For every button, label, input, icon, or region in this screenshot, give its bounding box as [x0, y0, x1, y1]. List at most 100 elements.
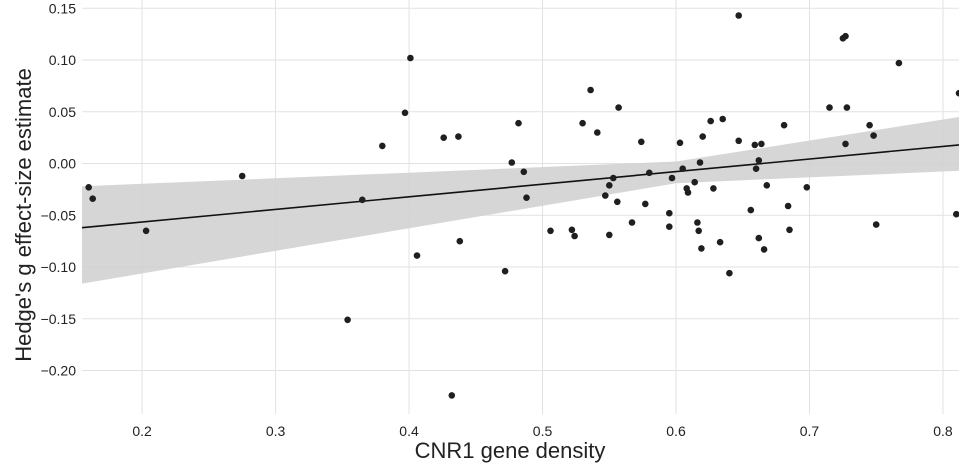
y-tick-labels: 0.15 0.10 0.05 0.00 −0.05 −0.10 −0.15 −0.20 [41, 0, 77, 378]
data-point [407, 54, 414, 62]
data-point [523, 194, 530, 201]
data-point [642, 200, 649, 208]
data-point [735, 12, 742, 19]
data-point [646, 169, 653, 177]
data-point [780, 121, 788, 129]
data-point [710, 185, 717, 192]
x-axis-title: CNR1 gene density [415, 438, 606, 463]
data-point [666, 209, 673, 217]
data-point [955, 89, 959, 97]
y-tick-label: −0.10 [41, 259, 77, 275]
x-tick-label: 0.7 [800, 423, 820, 439]
data-point [628, 219, 636, 226]
data-point [866, 121, 873, 129]
data-point [666, 223, 673, 230]
data-point [870, 132, 877, 139]
data-point [602, 192, 609, 199]
data-point [568, 226, 576, 234]
data-point [606, 182, 613, 189]
data-point [547, 227, 554, 235]
data-point [691, 178, 698, 186]
data-point [379, 142, 386, 150]
data-point [615, 104, 622, 111]
y-axis-title: Hedge's g effect-size estimate [11, 68, 36, 362]
data-point [579, 119, 586, 127]
data-point [763, 182, 771, 189]
data-point [751, 141, 759, 149]
x-tick-label: 0.5 [533, 423, 553, 439]
data-point [707, 117, 714, 125]
data-point [695, 227, 702, 235]
data-point [587, 86, 594, 94]
x-tick-label: 0.8 [933, 423, 953, 439]
data-point [448, 392, 456, 399]
data-point [755, 234, 763, 242]
x-tick-label: 0.4 [399, 423, 419, 439]
data-point [501, 267, 509, 275]
data-point [610, 174, 617, 182]
data-point [594, 129, 601, 136]
data-point [872, 221, 880, 228]
data-point [716, 238, 724, 246]
y-tick-label: −0.05 [41, 207, 77, 223]
data-point [803, 184, 811, 191]
data-point [726, 269, 733, 277]
data-point [699, 133, 706, 140]
y-tick-label: 0.00 [49, 156, 76, 172]
data-point [747, 206, 755, 214]
data-point [413, 252, 421, 259]
data-point [698, 245, 705, 252]
regression-line [81, 144, 959, 229]
x-tick-label: 0.6 [666, 423, 686, 439]
data-point [953, 210, 959, 218]
data-point [85, 184, 92, 191]
data-point [843, 104, 851, 111]
data-point [456, 237, 464, 245]
data-point [786, 226, 793, 234]
data-point [440, 134, 448, 141]
data-point [238, 172, 246, 180]
data-point [755, 157, 763, 164]
data-point [784, 202, 792, 210]
x-tick-label: 0.3 [266, 423, 286, 439]
data-point [508, 159, 516, 166]
data-point [344, 316, 351, 324]
confidence-band-layer [82, 117, 959, 284]
data-point [638, 138, 645, 146]
data-point [895, 59, 903, 67]
data-point [719, 115, 726, 123]
data-point [676, 139, 684, 147]
data-point [359, 196, 366, 204]
x-tick-labels: 0.2 0.3 0.4 0.5 0.6 0.7 0.8 [132, 423, 953, 439]
data-point [842, 32, 849, 40]
data-points [85, 12, 959, 399]
y-tick-label: 0.15 [49, 0, 76, 16]
data-point [401, 109, 409, 117]
y-tick-label: −0.20 [41, 363, 77, 379]
x-tick-label: 0.2 [132, 423, 152, 439]
data-point [758, 140, 765, 148]
data-point [696, 159, 704, 166]
data-point [694, 219, 701, 226]
data-point [89, 195, 96, 202]
regression-line-layer [81, 144, 959, 229]
data-point [142, 227, 150, 235]
data-point [684, 189, 692, 196]
data-point [679, 165, 686, 172]
data-point [752, 165, 760, 172]
data-point [826, 104, 833, 111]
data-point [614, 198, 621, 206]
data-point [520, 168, 528, 176]
y-tick-label: 0.05 [49, 104, 76, 120]
data-point [735, 137, 742, 145]
y-tick-label: 0.10 [49, 52, 76, 68]
data-point [668, 174, 676, 182]
y-tick-label: −0.15 [41, 311, 77, 327]
data-point [455, 133, 462, 140]
data-point [571, 232, 578, 240]
data-point [606, 231, 613, 239]
confidence-band [82, 117, 959, 284]
data-point [842, 140, 849, 148]
data-point [515, 119, 522, 127]
